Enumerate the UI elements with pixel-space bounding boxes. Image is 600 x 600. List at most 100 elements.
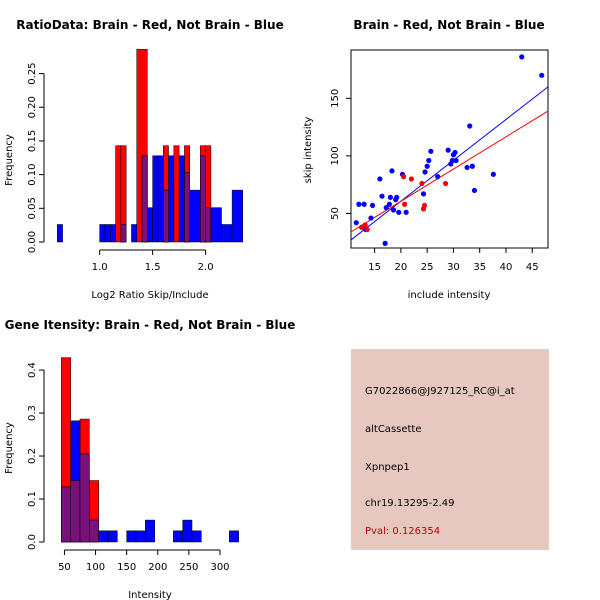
event-type: altCassette — [365, 424, 422, 435]
scatter-point-not-brain-20 — [420, 191, 427, 197]
scatter-x-tick-label-1: 20 — [395, 262, 408, 273]
scatter-point-not-brain-5 — [368, 215, 374, 221]
intensity-histogram-not-brain-bar-4 — [98, 530, 109, 543]
scatter-point-not-brain-19 — [403, 209, 409, 215]
intensity-histogram-y-tick-label-2: 0.2 — [27, 448, 38, 464]
ratio-histogram-y-tick-label-5: 0.25 — [27, 62, 38, 84]
scatter-point-not-brain-16 — [394, 194, 400, 200]
ratio-histogram-ylabel: Frequency — [4, 134, 15, 186]
scatter-point-brain-1 — [362, 222, 368, 228]
scatter-y-tick-label-1: 100 — [330, 146, 341, 165]
intensity-histogram-not-brain-bar-7 — [135, 530, 146, 543]
ratio-histogram-x-tick-label-0: 1.0 — [92, 262, 108, 273]
intensity-histogram-y-tick-label-1: 0.1 — [27, 491, 38, 507]
scatter-point-not-brain-35 — [471, 187, 478, 194]
scatter-point-not-brain-22 — [424, 163, 430, 169]
ratio-histogram-not-brain-bar-12 — [178, 155, 185, 243]
ratio-histogram-y-tick-label-1: 0.05 — [27, 197, 38, 219]
scatter-point-not-brain-3 — [361, 201, 367, 207]
scatter-point-not-brain-31 — [453, 157, 459, 164]
ratio-histogram-x-tick-label-1: 1.5 — [145, 262, 161, 273]
scatter-ylabel: skip intensity — [303, 117, 314, 184]
scatter-point-brain-3 — [400, 174, 407, 180]
scatter-point-not-brain-1 — [356, 201, 362, 207]
scatter-point-not-brain-32 — [464, 164, 470, 171]
scatter-point-brain-9 — [442, 180, 449, 187]
scatter-point-not-brain-7 — [377, 176, 383, 182]
scatter-point-not-brain-33 — [467, 123, 473, 129]
scatter-x-tick-label-6: 45 — [526, 262, 539, 273]
scatter-point-brain-6 — [419, 180, 425, 187]
scatter-point-not-brain-11 — [386, 201, 392, 207]
ratio-histogram-not-brain-bar-8 — [152, 155, 159, 243]
ratio-histogram-y-tick-label-2: 0.10 — [27, 163, 38, 185]
scatter-point-not-brain-26 — [445, 147, 451, 153]
scatter-point-not-brain-9 — [382, 240, 388, 246]
scatter-axes: 15 20 25 30 35 40 45 50 100 150 — [330, 89, 539, 273]
intensity-histogram-xlabel: Intensity — [128, 590, 172, 600]
scatter-point-not-brain-38 — [539, 72, 545, 78]
ratio-histogram-overlap-bar-7-16 — [205, 207, 212, 243]
scatter-point-not-brain-28 — [449, 157, 455, 164]
intensity-histogram-title: Gene Itensity: Brain - Red, Not Brain - … — [5, 318, 296, 332]
ratio-histogram-panel: RatioData: Brain - Red, Not Brain - Blue… — [4, 18, 284, 301]
ratio-histogram-xlabel: Log2 Ratio Skip/Include — [91, 290, 208, 301]
ratio-histogram-overlap-bar-5-13 — [184, 172, 190, 243]
ratio-histogram-y-tick-label-3: 0.15 — [27, 130, 38, 152]
scatter-point-not-brain-6 — [369, 202, 376, 209]
scatter-point-not-brain-25 — [435, 174, 441, 180]
intensity-histogram-y-tick-label-4: 0.4 — [27, 362, 38, 378]
ratio-histogram-axes: 1.0 1.5 2.0 0.00 0.05 0.10 0.15 0.20 0.25 — [27, 62, 214, 273]
scatter-x-tick-label-4: 35 — [473, 262, 486, 273]
ratio-histogram-not-brain-bar-7 — [147, 207, 153, 243]
scatter-point-brain-4 — [401, 201, 408, 207]
chromosome-location: chr19.13295-2.49 — [365, 498, 455, 509]
scatter-point-brain-8 — [421, 202, 428, 209]
intensity-histogram-x-tick-label-4: 250 — [179, 562, 198, 573]
intensity-histogram-x-tick-label-0: 50 — [58, 562, 71, 573]
scatter-xlabel: include intensity — [408, 290, 491, 301]
scatter-x-tick-label-3: 30 — [447, 262, 460, 273]
scatter-points — [353, 54, 545, 246]
intensity-histogram-not-brain-bar-11 — [191, 530, 202, 543]
scatter-fit-line-brain — [350, 110, 549, 233]
intensity-histogram-overlap-bar-3-3 — [89, 519, 99, 543]
scatter-point-not-brain-8 — [379, 193, 385, 199]
ratio-histogram-title: RatioData: Brain - Red, Not Brain - Blue — [16, 18, 283, 32]
scatter-point-not-brain-34 — [469, 163, 475, 169]
intensity-histogram-overlap-bar-2-2 — [79, 453, 90, 543]
ratio-histogram-not-brain-bar-2 — [104, 224, 111, 243]
intensity-histogram-x-tick-label-5: 300 — [210, 562, 229, 573]
ratio-histogram-y-tick-label-4: 0.20 — [27, 96, 38, 118]
ratio-histogram-not-brain-bar-3 — [110, 224, 116, 243]
scatter-point-not-brain-10 — [383, 205, 389, 211]
scatter-x-tick-label-5: 40 — [500, 262, 513, 273]
p-value: Pval: 0.126354 — [365, 526, 441, 537]
info-panel: G7022866@J927125_RC@i_at altCassette Xpn… — [351, 349, 549, 550]
ratio-histogram-y-tick-label-0: 0.00 — [27, 231, 38, 253]
ratio-histogram-not-brain-bar-14 — [189, 189, 201, 243]
intensity-histogram-not-brain-bar-9 — [173, 530, 183, 543]
ratio-histogram-not-brain-bar-0 — [57, 224, 63, 243]
scatter-title: Brain - Red, Not Brain - Blue — [353, 18, 544, 32]
intensity-histogram-bars — [61, 357, 239, 543]
intensity-histogram-not-brain-bar-8 — [145, 519, 155, 543]
scatter-x-tick-label-0: 15 — [368, 262, 381, 273]
scatter-point-not-brain-37 — [519, 54, 525, 60]
scatter-point-not-brain-24 — [428, 148, 434, 154]
scatter-point-not-brain-30 — [452, 149, 458, 156]
intensity-histogram-not-brain-bar-5 — [107, 530, 118, 543]
ratio-histogram-bars — [57, 49, 243, 243]
ratio-histogram-not-brain-bar-9 — [157, 155, 164, 243]
intensity-histogram-overlap-bar-0-0 — [61, 486, 71, 543]
intensity-histogram-not-brain-bar-12 — [229, 530, 239, 543]
ratio-histogram-brain-bar-4 — [173, 145, 180, 243]
scatter-point-brain-5 — [408, 176, 415, 182]
scatter-point-not-brain-21 — [422, 169, 428, 175]
ratio-histogram-not-brain-bar-18 — [221, 224, 233, 243]
gene-name: Xpnpep1 — [365, 462, 410, 473]
intensity-histogram-panel: Gene Itensity: Brain - Red, Not Brain - … — [4, 318, 295, 600]
scatter-plot-box — [350, 49, 549, 249]
ratio-histogram-x-tick-label-2: 2.0 — [198, 262, 214, 273]
